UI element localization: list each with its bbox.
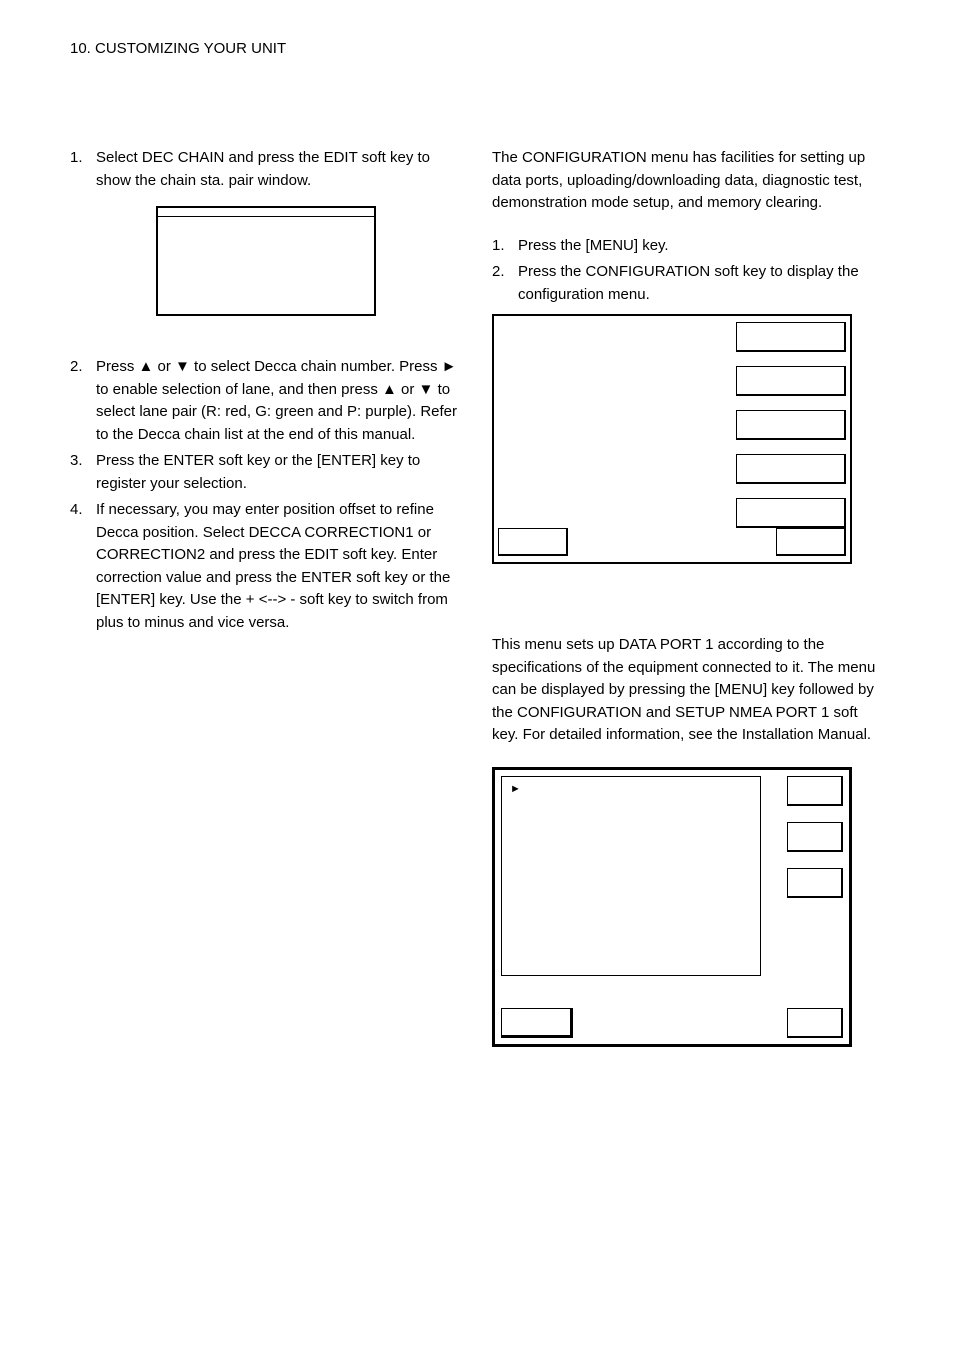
setup-softkey-3[interactable]: [787, 868, 843, 898]
step-text: Select DEC CHAIN and press the EDIT soft…: [96, 147, 462, 192]
right-step-2: 2. Press the CONFIGURATION soft key to d…: [492, 261, 884, 306]
setup-softkey-2[interactable]: [787, 822, 843, 852]
content-columns: 1. Select DEC CHAIN and press the EDIT s…: [70, 147, 884, 1047]
dec-chain-title-bar: [158, 208, 374, 217]
step-text: Press the ENTER soft key or the [ENTER] …: [96, 450, 462, 495]
setup-bottom-right-softkey[interactable]: [787, 1008, 843, 1038]
left-step-2: 2. Press ▲ or ▼ to select Decca chain nu…: [70, 356, 462, 446]
dec-chain-body: [158, 217, 374, 314]
setup-nmea-box: ►: [492, 767, 852, 1047]
config-bottom-right-softkey[interactable]: [776, 528, 846, 556]
config-softkey-5[interactable]: [736, 498, 846, 528]
left-steps-list-2: 2. Press ▲ or ▼ to select Decca chain nu…: [70, 356, 462, 634]
step-number: 1.: [492, 235, 518, 258]
config-bottom-left-softkey[interactable]: [498, 528, 568, 556]
step-number: 4.: [70, 499, 96, 634]
step-number: 2.: [492, 261, 518, 306]
configuration-menu-box: [492, 314, 852, 564]
right-column: The CONFIGURATION menu has facilities fo…: [492, 147, 884, 1047]
config-softkey-1[interactable]: [736, 322, 846, 352]
config-intro: The CONFIGURATION menu has facilities fo…: [492, 147, 884, 215]
step-text: Press the [MENU] key.: [518, 235, 884, 258]
left-step-3: 3. Press the ENTER soft key or the [ENTE…: [70, 450, 462, 495]
left-step-4: 4. If necessary, you may enter position …: [70, 499, 462, 634]
dataport-para: This menu sets up DATA PORT 1 according …: [492, 634, 884, 747]
setup-softkey-1[interactable]: [787, 776, 843, 806]
step-number: 3.: [70, 450, 96, 495]
step-text: If necessary, you may enter position off…: [96, 499, 462, 634]
left-column: 1. Select DEC CHAIN and press the EDIT s…: [70, 147, 462, 1047]
dec-chain-window: [156, 206, 376, 316]
step-number: 2.: [70, 356, 96, 446]
step-text: Press the CONFIGURATION soft key to disp…: [518, 261, 884, 306]
config-softkey-4[interactable]: [736, 454, 846, 484]
page-header: 10. CUSTOMIZING YOUR UNIT: [70, 40, 884, 57]
left-steps-list: 1. Select DEC CHAIN and press the EDIT s…: [70, 147, 462, 192]
step-text: Press ▲ or ▼ to select Decca chain numbe…: [96, 356, 462, 446]
right-steps-list: 1. Press the [MENU] key. 2. Press the CO…: [492, 235, 884, 307]
config-softkey-3[interactable]: [736, 410, 846, 440]
setup-bottom-left-softkey[interactable]: [501, 1008, 573, 1038]
step-number: 1.: [70, 147, 96, 192]
right-step-1: 1. Press the [MENU] key.: [492, 235, 884, 258]
setup-inner-panel: ►: [501, 776, 761, 976]
cursor-icon: ►: [510, 783, 521, 795]
left-step-1: 1. Select DEC CHAIN and press the EDIT s…: [70, 147, 462, 192]
config-softkey-2[interactable]: [736, 366, 846, 396]
